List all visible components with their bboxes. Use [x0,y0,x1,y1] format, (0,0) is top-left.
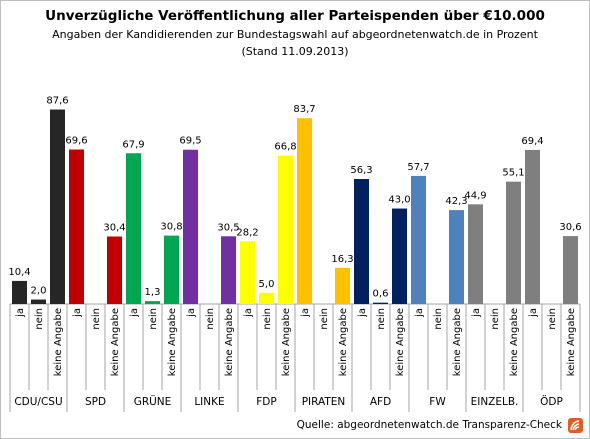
answer-tick-label: ja [186,308,197,318]
data-label: 2,0 [31,286,47,297]
bar-ja [468,204,483,304]
answer-tick-label: nein [490,308,501,330]
bar-ja [12,280,27,304]
bar-keine-angabe [164,235,179,304]
bar-nein [259,292,274,304]
answer-tick-label: keine Angabe [395,308,406,376]
answer-tick-label: keine Angabe [53,308,64,376]
bar-keine-angabe [449,210,464,304]
data-label: 83,7 [293,104,315,115]
answer-tick-label: nein [376,308,387,330]
party-label: EINZELB. [471,396,519,408]
answer-tick-label: ja [357,308,368,318]
party-label: GRÜNE [134,395,172,408]
answer-tick-label: keine Angabe [110,308,121,376]
party-label: SPD [85,396,106,408]
data-label: 57,7 [407,162,429,173]
data-label: 28,2 [236,227,258,238]
data-label: 69,5 [179,136,201,147]
data-label: 69,6 [65,135,87,146]
answer-tick-label: ja [129,308,140,318]
bar-keine-angabe [392,208,407,304]
answer-tick-label: nein [205,308,216,330]
data-label: 43,0 [388,195,410,206]
data-label: 30,5 [217,222,239,233]
data-label: 30,4 [103,223,125,234]
answer-tick-label: ja [471,308,482,318]
answer-tick-label: keine Angabe [566,308,577,376]
bar-keine-angabe [563,236,578,304]
bar-nein [31,299,46,304]
answer-tick-label: ja [414,308,425,318]
data-label: 44,9 [464,190,486,201]
party-label: CDU/CSU [14,396,62,408]
bar-keine-angabe [506,181,521,304]
answer-tick-label: nein [148,308,159,330]
bar-ja [69,149,84,304]
date-note: (Stand 11.09.2013) [241,45,349,58]
answer-tick-label: keine Angabe [281,308,292,376]
answer-tick-label: keine Angabe [509,308,520,376]
data-label: 69,4 [521,136,543,147]
party-label: PIRATEN [302,396,346,408]
party-label: AFD [370,396,391,408]
bar-keine-angabe [278,155,293,304]
party-label: FDP [256,396,276,408]
bar-nein [145,301,160,304]
data-label: 0,6 [373,289,389,300]
data-label: 1,3 [145,287,161,298]
bar-ja [525,149,540,304]
data-label: 42,3 [445,196,467,207]
answer-tick-label: keine Angabe [452,308,463,376]
data-label: 10,4 [8,267,30,278]
bar-ja [240,241,255,304]
data-label: 5,0 [259,279,275,290]
data-label: 87,6 [46,96,68,107]
bar-keine-angabe [50,109,65,304]
party-label: ÖDP [540,395,563,408]
chart-title: Unverzügliche Veröffentlichung aller Par… [45,8,545,24]
data-label: 67,9 [122,139,144,150]
data-label: 55,1 [502,168,524,179]
answer-tick-label: keine Angabe [167,308,178,376]
bar-keine-angabe [335,267,350,304]
bar-keine-angabe [221,236,236,304]
answer-tick-label: nein [319,308,330,330]
answer-tick-label: nein [547,308,558,330]
answer-tick-label: nein [433,308,444,330]
bar-ja [297,118,312,304]
data-label: 30,6 [559,222,581,233]
logo-glyph [570,420,580,431]
bar-keine-angabe [107,236,122,304]
bar-ja [411,175,426,304]
bar-nein [373,302,388,304]
answer-tick-label: ja [243,308,254,318]
bar-ja [183,149,198,304]
answer-tick-label: ja [300,308,311,318]
data-label: 30,8 [160,222,182,233]
answer-tick-label: ja [15,308,26,318]
chart-subtitle: Angaben der Kandidierenden zur Bundestag… [52,28,538,41]
answer-tick-label: nein [91,308,102,330]
party-label: LINKE [194,396,224,408]
data-label: 56,3 [350,165,372,176]
data-label: 66,8 [274,142,296,153]
source-note: Quelle: abgeordnetenwatch.de Transparenz… [296,419,562,431]
party-label: FW [429,396,446,408]
bar-ja [354,179,369,304]
abgeordnetenwatch-logo-icon [568,418,583,433]
answer-tick-label: nein [262,308,273,330]
answer-tick-label: keine Angabe [338,308,349,376]
data-label: 16,3 [331,254,353,265]
answer-tick-label: ja [528,308,539,318]
answer-tick-label: keine Angabe [224,308,235,376]
bar-ja [126,153,141,304]
answer-tick-label: nein [34,308,45,330]
answer-tick-label: ja [72,308,83,318]
